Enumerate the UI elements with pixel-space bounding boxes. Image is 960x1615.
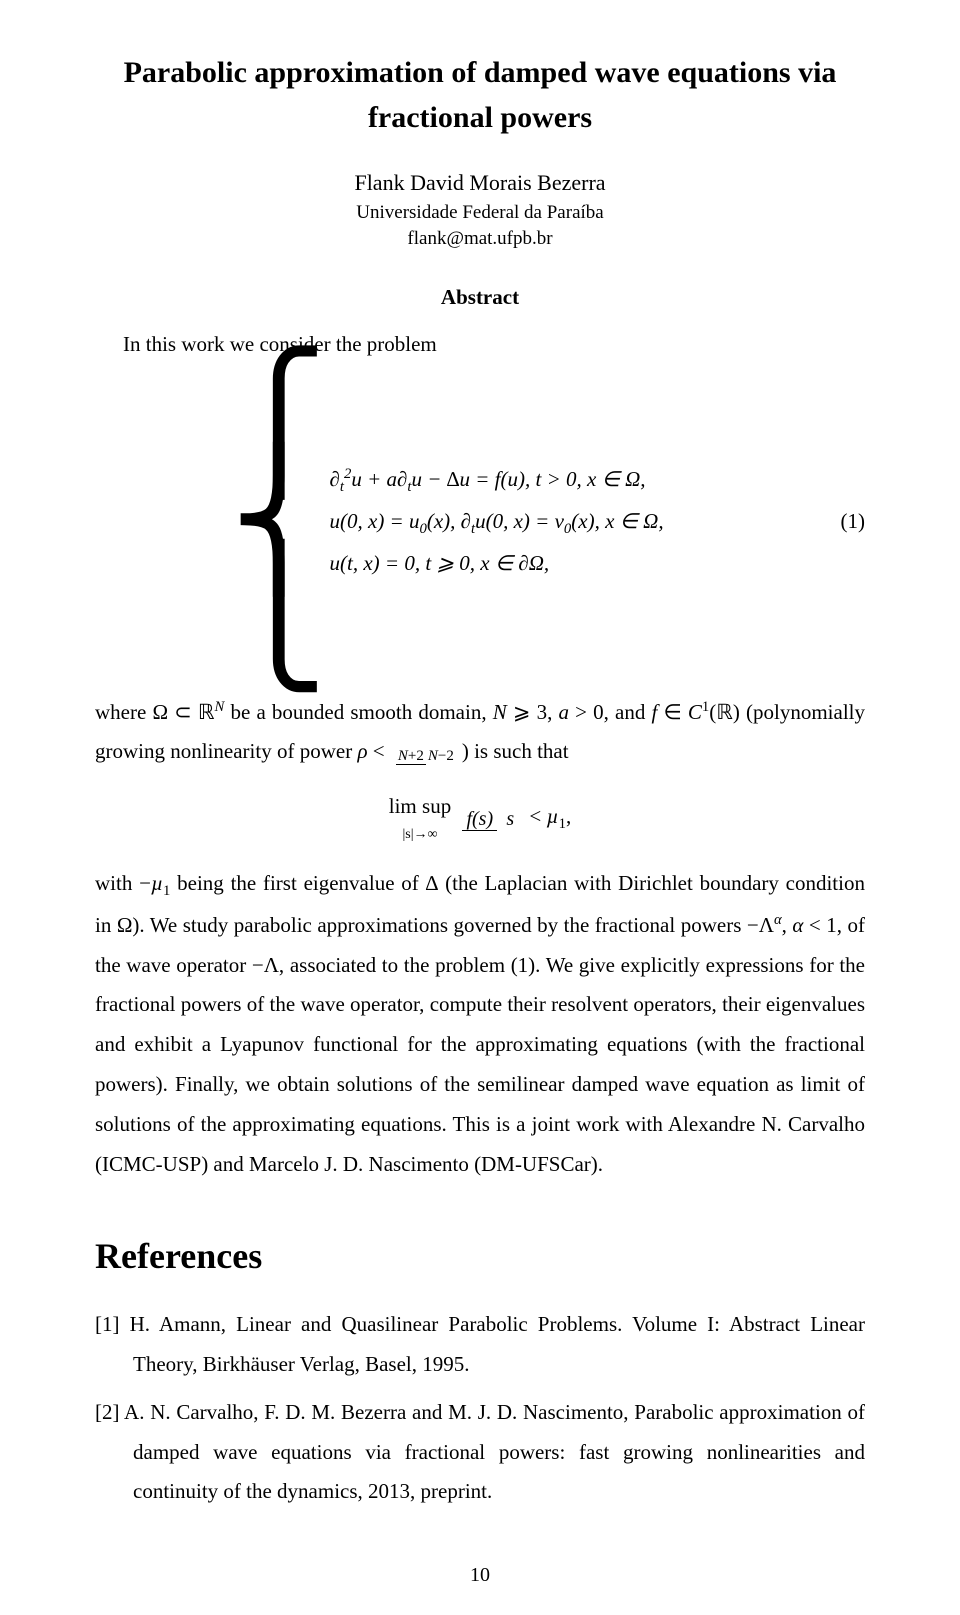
paper-title: Parabolic approximation of damped wave e… [95,50,865,140]
eq-line-2: u(0, x) = u0(x), ∂tu(0, x) = v0(x), x ∈ … [330,509,664,538]
frac-numerator: f(s) [462,808,497,831]
reference-1: [1] H. Amann, Linear and Quasilinear Par… [95,1305,865,1385]
limsup-condition: |s|→∞ [402,827,437,842]
equation-brace-container: ⎧⎨⎩ ∂t2u + a∂tu − ∆u = f(u), t > 0, x ∈ … [230,375,664,668]
left-brace: ⎧⎨⎩ [230,375,328,668]
page-number: 10 [470,1564,490,1587]
frac-denominator: s [502,808,518,830]
reference-2: [2] A. N. Carvalho, F. D. M. Bezerra and… [95,1393,865,1513]
limsup-label: lim sup [389,794,451,818]
limsup-rhs: < µ1, [529,804,571,828]
references-heading: References [95,1235,865,1277]
equation-number-1: (1) [841,509,866,534]
abstract-intro: In this work we consider the problem [95,332,865,357]
limsup-equation: lim sup |s|→∞ f(s) s < µ1, [95,794,865,844]
eq-line-1: ∂t2u + a∂tu − ∆u = f(u), t > 0, x ∈ Ω, [330,466,664,496]
affiliation: Universidade Federal da Paraíba [95,202,865,224]
abstract-body-1: where Ω ⊂ ℝN be a bounded smooth domain,… [95,693,865,774]
limsup-fraction: f(s) s [462,806,518,831]
eq-line-3: u(t, x) = 0, t ⩾ 0, x ∈ ∂Ω, [330,551,664,576]
abstract-body-2: with −µ1 being the first eigenvalue of ∆… [95,864,865,1185]
equation-lines: ∂t2u + a∂tu − ∆u = f(u), t > 0, x ∈ Ω, u… [330,466,664,576]
limsup-operator: lim sup |s|→∞ [389,794,451,844]
equation-system-1: ⎧⎨⎩ ∂t2u + a∂tu − ∆u = f(u), t > 0, x ∈ … [95,375,865,668]
author-name: Flank David Morais Bezerra [95,170,865,196]
author-email: flank@mat.ufpb.br [95,228,865,250]
abstract-heading: Abstract [95,285,865,310]
